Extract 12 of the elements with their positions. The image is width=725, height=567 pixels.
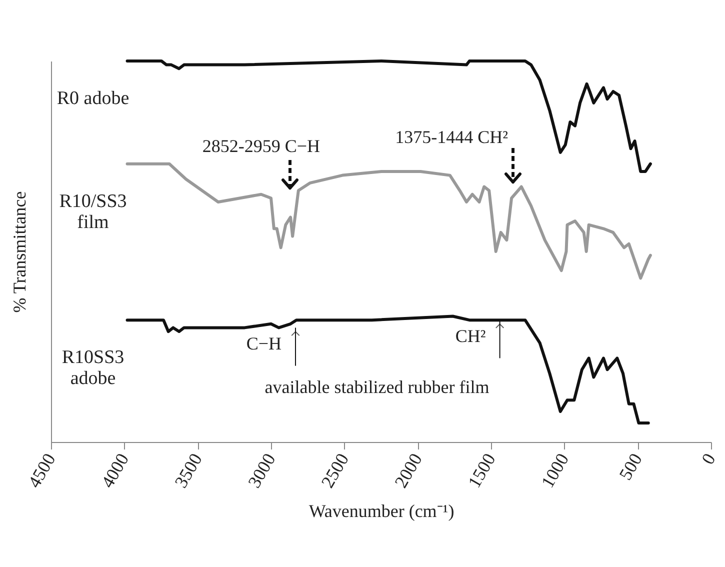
x-tick-label: 500: [615, 450, 646, 484]
y-axis-title: % Transmittance: [10, 191, 30, 313]
annotation: CH²: [455, 326, 486, 346]
annotation: available stabilized rubber film: [264, 377, 490, 397]
annotation: C−H: [246, 334, 282, 354]
x-tick-label: 0: [697, 450, 720, 468]
annotation: 1375-1444 CH²: [395, 127, 508, 147]
x-axis-title: Wavenumber (cm⁻¹): [308, 501, 454, 522]
series-label: R10/SS3 film: [59, 190, 127, 233]
series-label: R10SS3 adobe: [62, 347, 124, 390]
annotation: 2852-2959 C−H: [202, 136, 320, 156]
series-label: R0 adobe: [56, 88, 130, 109]
